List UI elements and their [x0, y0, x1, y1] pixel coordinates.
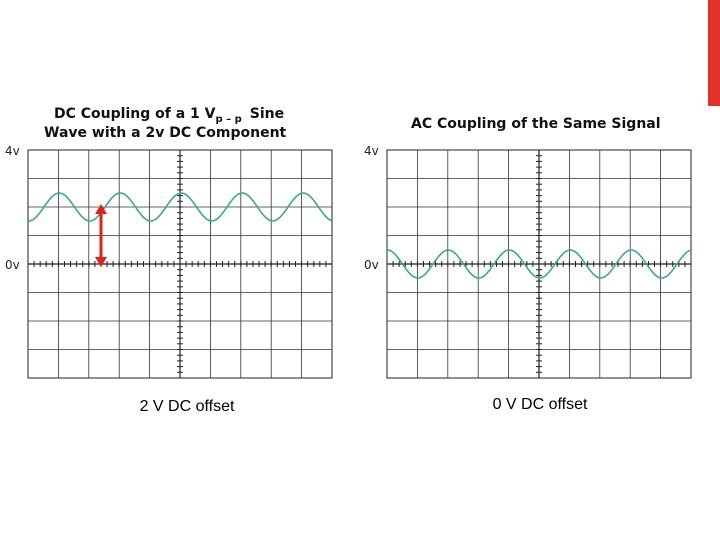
right-title: AC Coupling of the Same Signal [411, 116, 661, 132]
arrow-head [95, 204, 107, 214]
signal-wave [386, 249, 692, 279]
caption: 0 V DC offset [493, 396, 588, 413]
signal-wave [27, 192, 333, 222]
zero-label: 0v [364, 258, 379, 272]
title-part: Sine [250, 106, 284, 122]
top-label: 4v [5, 144, 20, 158]
left-title: DC Coupling of a 1 Vp – p Sine [54, 106, 284, 125]
zero-label: 0v [5, 258, 20, 272]
accent-bar [708, 0, 720, 106]
left-title-line2: Wave with a 2v DC Component [44, 125, 287, 141]
title-part: DC Coupling of a 1 V [54, 106, 216, 122]
top-label: 4v [364, 144, 379, 158]
caption: 2 V DC offset [140, 398, 235, 415]
arrow-head [95, 257, 107, 267]
title-subscript: p – p [215, 114, 241, 125]
screens [27, 149, 692, 379]
